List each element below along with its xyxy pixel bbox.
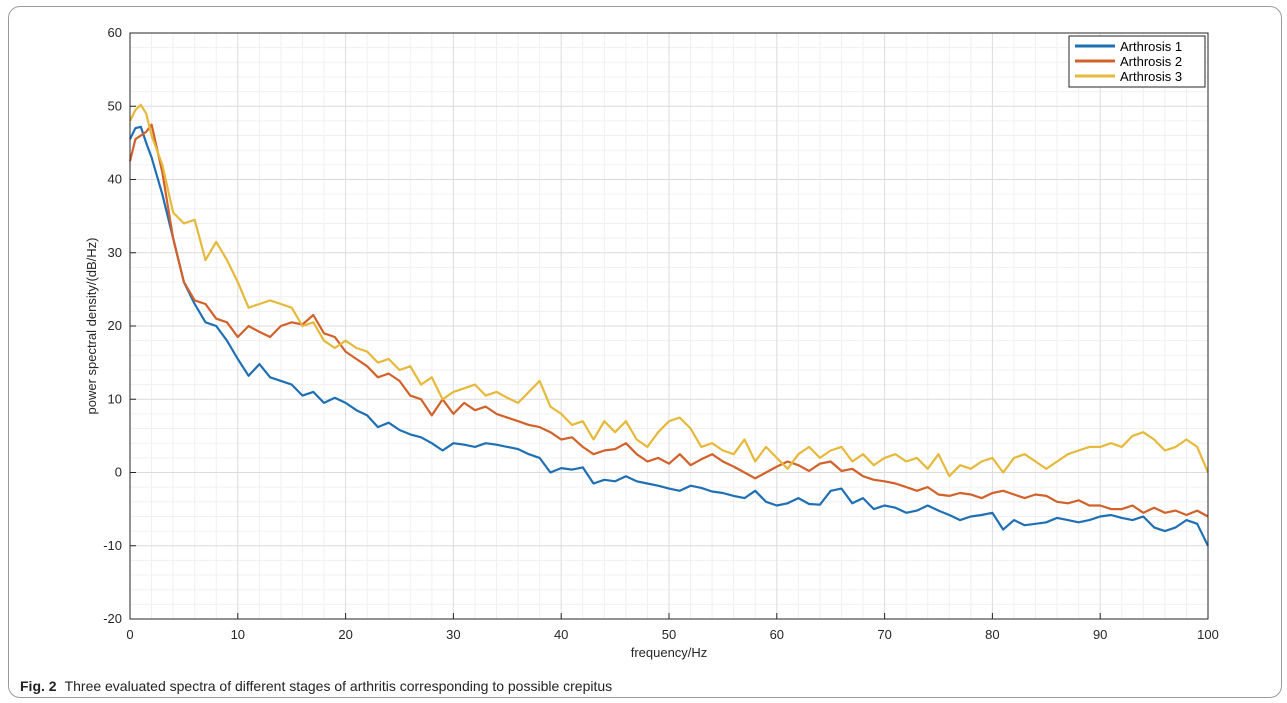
y-tick-label: 20 [108,318,122,333]
y-tick-label: -20 [103,611,122,626]
y-axis-label: power spectral density/(dB/Hz) [84,237,99,414]
x-tick-label: 90 [1093,627,1107,642]
x-tick-label: 0 [126,627,133,642]
x-tick-label: 20 [338,627,352,642]
x-tick-labels: 0 10 20 30 40 50 60 70 80 90 100 [126,613,1219,642]
x-tick-label: 40 [554,627,568,642]
y-tick-label: 40 [108,172,122,187]
x-tick-label: 30 [446,627,460,642]
y-tick-label: 0 [115,465,122,480]
x-tick-label: 60 [770,627,784,642]
x-axis-label: frequency/Hz [631,645,708,660]
x-tick-label: 80 [985,627,999,642]
x-tick-label: 10 [231,627,245,642]
y-tick-label: 50 [108,98,122,113]
legend-label-1: Arthrosis 1 [1120,39,1182,54]
caption-label: Fig. 2 [20,678,57,694]
y-tick-label: 60 [108,25,122,40]
x-tick-label: 70 [877,627,891,642]
caption-text: Three evaluated spectra of different sta… [64,678,613,694]
y-tick-label: 10 [108,391,122,406]
legend-label-2: Arthrosis 2 [1120,54,1182,69]
legend-label-3: Arthrosis 3 [1120,69,1182,84]
y-tick-labels: -20 -10 0 10 20 30 40 50 60 [103,25,136,626]
psd-line-chart: 0 10 20 30 40 50 60 70 80 90 100 -20 -10 0 10 20 30 40 50… [84,25,1219,660]
series-line-1 [129,125,1209,547]
series-line-2 [128,123,1209,518]
x-tick-label: 50 [662,627,676,642]
y-tick-label: 30 [108,245,122,260]
y-tick-label: -10 [103,538,122,553]
series-line-3 [129,103,1210,478]
series-layer [128,103,1210,547]
figure-frame [8,6,1282,698]
figure-caption: Fig. 2 Three evaluated spectra of differe… [20,678,612,694]
x-tick-label: 100 [1197,627,1219,642]
